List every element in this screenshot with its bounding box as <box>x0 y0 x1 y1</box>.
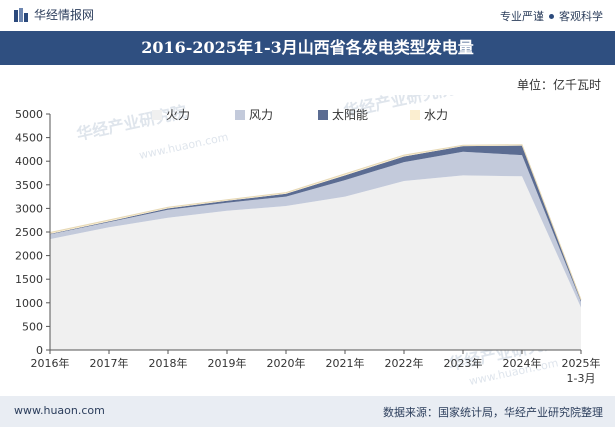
x-tick-label: 2018年 <box>149 356 188 370</box>
footer-site: www.huaon.com <box>14 404 105 417</box>
legend-label-hydro: 水力 <box>424 108 448 122</box>
x-tick-label: 2021年 <box>326 356 365 370</box>
slogan: 专业严谨 客观科学 <box>500 8 603 24</box>
y-tick-label: 4500 <box>15 132 43 145</box>
area-thermal <box>50 175 581 350</box>
y-tick-label: 3000 <box>15 202 43 215</box>
y-tick-label: 0 <box>36 344 43 357</box>
chart-title: 2016-2025年1-3月山西省各发电类型发电量 <box>0 31 615 65</box>
brand-logo-icon <box>14 7 28 22</box>
x-tick-label: 2025年 <box>562 356 601 370</box>
legend-label-solar: 太阳能 <box>332 107 368 122</box>
x-tick-label: 2024年 <box>503 356 542 370</box>
x-tick-label: 2022年 <box>385 356 424 370</box>
legend: 火力 风力 太阳能 水力 <box>152 107 448 122</box>
axes: 0 500 1000 1500 2000 2500 3000 3500 4000 4500 5000… <box>15 108 601 385</box>
y-tick-label: 2000 <box>15 250 43 263</box>
dot-icon <box>549 14 554 19</box>
brand: 华经情报网 <box>14 6 94 23</box>
unit-label: 单位：亿千瓦时 <box>516 78 601 92</box>
legend-swatch-wind <box>235 110 245 120</box>
y-tick-label: 1500 <box>15 273 43 286</box>
y-tick-label: 1000 <box>15 297 43 310</box>
slogan-left: 专业严谨 <box>500 10 544 23</box>
y-tick-label: 3500 <box>15 179 43 192</box>
legend-swatch-hydro <box>410 110 420 120</box>
legend-label-wind: 风力 <box>249 108 273 122</box>
y-tick-label: 2500 <box>15 226 43 239</box>
y-tick-label: 5000 <box>15 108 43 121</box>
legend-swatch-solar <box>318 110 328 120</box>
footer-source: 数据来源：国家统计局，华经产业研究院整理 <box>383 406 603 419</box>
legend-swatch-thermal <box>152 110 162 120</box>
y-tick-label: 500 <box>22 320 43 333</box>
legend-label-thermal: 火力 <box>166 108 190 122</box>
slogan-right: 客观科学 <box>559 10 603 23</box>
watermark-url-1: www.huaon.com <box>138 130 230 162</box>
x-tick-label: 2016年 <box>31 356 70 370</box>
brand-name: 华经情报网 <box>34 8 95 22</box>
footer: www.huaon.com 数据来源：国家统计局，华经产业研究院整理 <box>0 396 615 427</box>
x-tick-label: 2019年 <box>208 356 247 370</box>
area-top-outline <box>49 144 582 300</box>
y-tick-label: 4000 <box>15 155 43 168</box>
x-tick-label: 2017年 <box>90 356 129 370</box>
stacked-area-chart: 华经产业研究院 www.huaon.com 华经产业研究院 华经产业研究院 华经… <box>15 95 601 388</box>
area-layers <box>49 144 582 350</box>
x-tick-label-sub: 1-3月 <box>567 372 596 385</box>
x-tick-label: 2023年 <box>444 356 483 370</box>
x-tick-label: 2020年 <box>267 356 306 370</box>
top-bar: 华经情报网 专业严谨 客观科学 <box>0 0 615 30</box>
